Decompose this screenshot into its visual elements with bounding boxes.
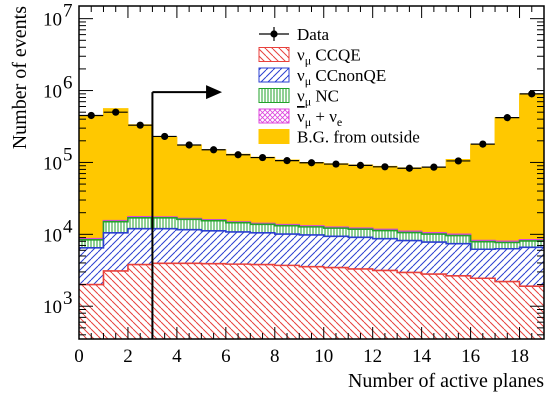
data-point [210,146,218,154]
data-point [234,151,242,159]
legend-swatch-nc [258,88,290,103]
y-tick-label: 10 [43,225,62,246]
legend-swatch-nubar_nue [258,108,290,124]
legend-label-ccqe: νμ CCQE [297,46,361,68]
histogram-edge-nc [79,216,544,244]
histogram-edge-ccnonqe [79,227,544,251]
data-point [332,160,340,168]
y-tick-exponent: 3 [63,288,73,309]
x-tick-label: 0 [74,346,84,367]
y-tick-exponent: 5 [63,144,73,165]
data-point [528,90,536,98]
y-tick-label: 10 [43,10,62,31]
x-tick-label: 10 [314,346,333,367]
x-tick-label: 18 [510,346,529,367]
legend-swatch-bg [258,129,290,144]
data-point [112,108,120,116]
y-tick-exponent: 4 [63,216,73,237]
data-point [381,163,389,171]
x-tick-label: 16 [461,346,480,367]
data-point [307,159,316,167]
data-points [79,90,544,172]
data-point [356,161,365,169]
data-point [136,121,144,129]
data-point [503,114,511,122]
cut-arrow-head [206,85,223,100]
y-tick-label: 10 [43,153,62,174]
stacked-histogram-layers [79,93,544,339]
y-tick-exponent: 6 [63,73,73,94]
legend-label-data: Data [297,25,330,44]
y-tick-exponent: 7 [63,1,73,22]
data-point [258,153,267,162]
x-axis-title: Number of active planes [348,370,544,392]
x-tick-label: 2 [123,346,133,367]
y-tick-label: 10 [43,297,62,318]
y-tick-label: 10 [43,82,62,103]
x-tick-label: 8 [270,346,280,367]
data-point [283,157,291,165]
legend-label-nc: νμ NC [297,87,339,109]
data-point [185,141,193,149]
legend-swatch-ccqe [258,47,290,62]
data-point [161,132,169,141]
histogram-fill-ccqe [79,263,544,339]
legend-label-ccnonqe: νμ CCnonQE [297,66,386,88]
legend-swatch-ccnonqe [258,67,290,83]
legend-data-marker [270,30,278,38]
x-tick-label: 4 [172,346,182,367]
data-point [479,140,487,148]
selection-cut-arrow [151,85,223,339]
x-tick-label: 12 [363,346,382,367]
legend-label-bg: B.G. from outside [297,128,420,147]
y-axis-title: Number of events [9,6,31,150]
x-tick-label: 14 [412,346,432,367]
data-point [405,164,413,172]
x-tick-label: 6 [221,346,231,367]
legend-label-nubar_nue: νμ + νe [297,107,342,129]
data-point [87,111,95,120]
data-point [430,163,438,171]
data-point [454,157,462,165]
